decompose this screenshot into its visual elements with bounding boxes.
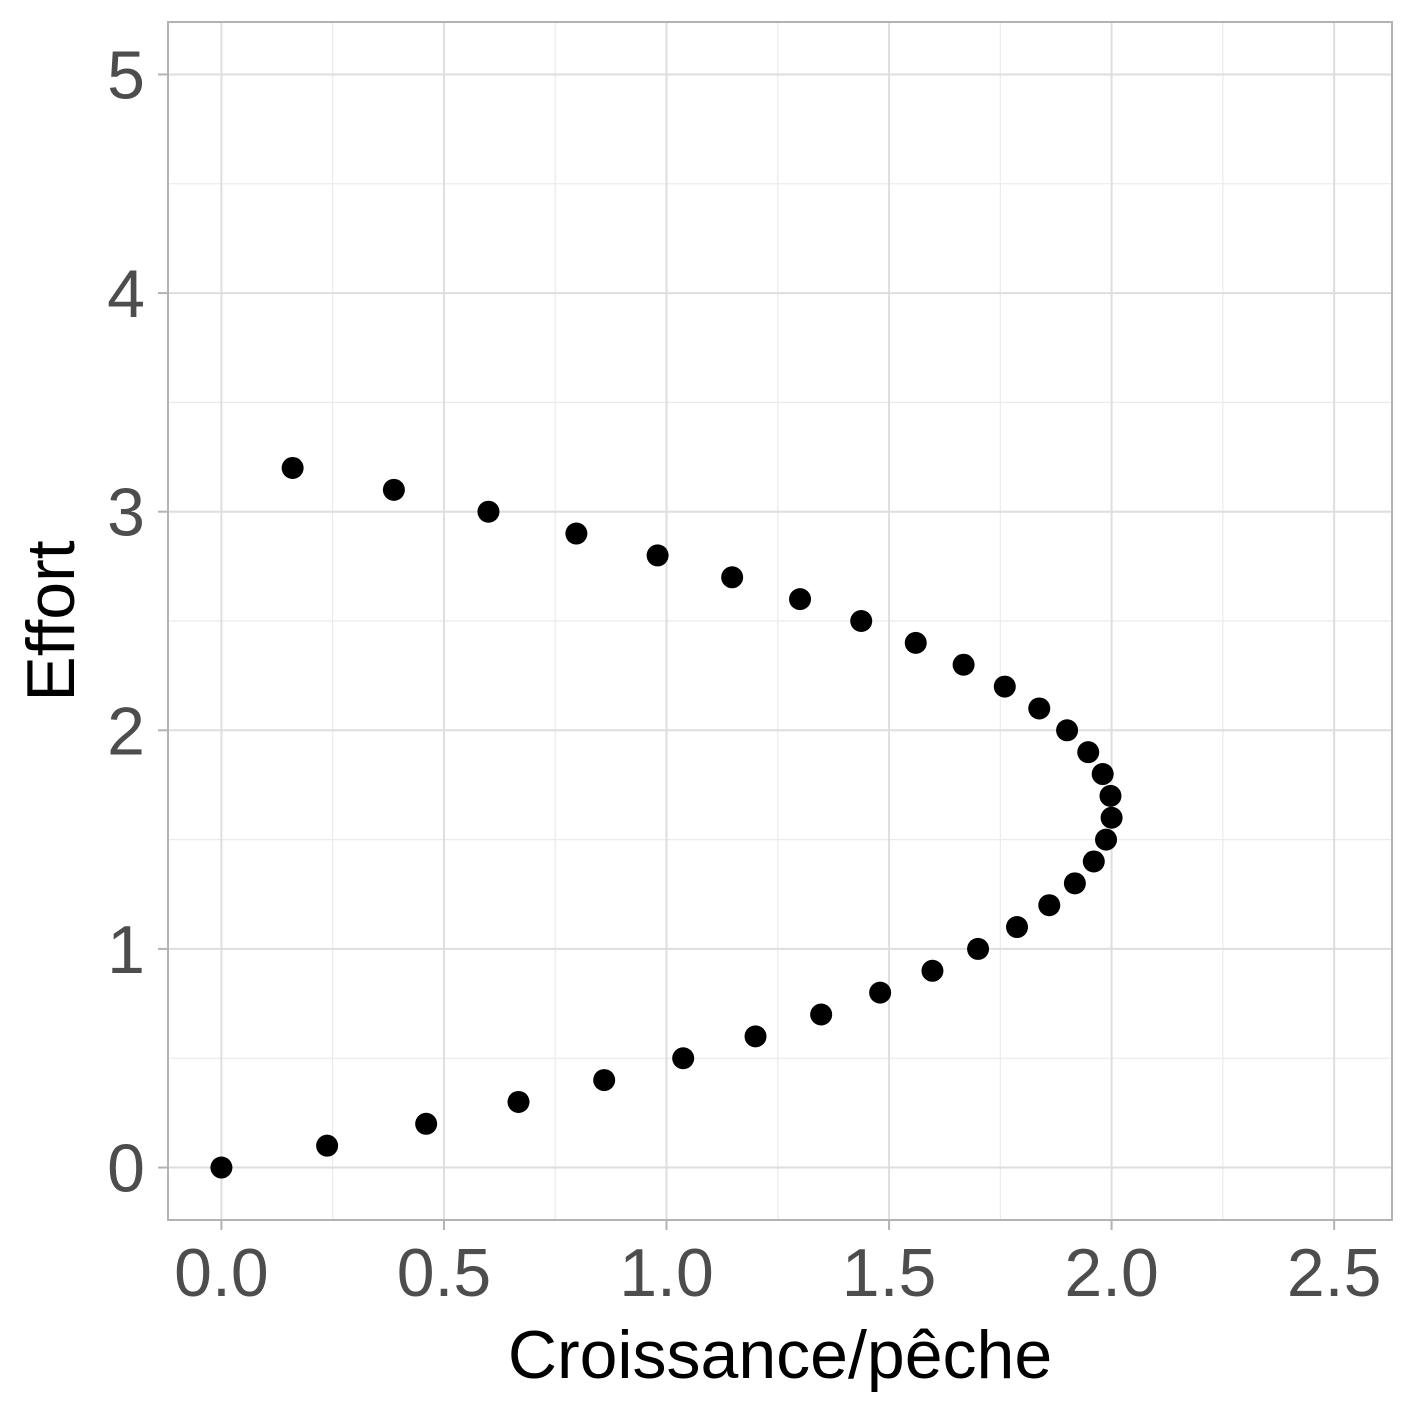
minor-gridlines: [168, 22, 1392, 1220]
data-point: [993, 675, 1016, 698]
x-tick-label: 2.5: [1287, 1235, 1382, 1311]
data-point: [1099, 784, 1122, 807]
data-point: [1006, 916, 1029, 939]
x-tick-label: 2.0: [1064, 1235, 1159, 1311]
x-tick-label: 0.0: [174, 1235, 269, 1311]
data-point: [1063, 872, 1086, 895]
data-point: [1100, 806, 1123, 829]
data-point: [316, 1134, 339, 1157]
y-axis-title: Effort: [13, 540, 89, 701]
data-point: [281, 456, 304, 479]
x-axis-ticks: 0.0 0.5 1.0 1.5 2.0 2.5: [174, 1220, 1381, 1311]
data-point: [810, 1003, 833, 1026]
data-point: [1056, 719, 1079, 742]
data-point: [477, 500, 500, 523]
data-point: [967, 937, 990, 960]
y-tick-label: 4: [107, 256, 145, 332]
data-point: [1077, 741, 1100, 764]
data-point: [789, 588, 812, 611]
data-point: [507, 1090, 530, 1113]
y-tick-label: 5: [107, 37, 145, 113]
y-tick-label: 2: [107, 693, 145, 769]
data-point: [672, 1047, 695, 1070]
x-tick-label: 0.5: [397, 1235, 492, 1311]
data-point: [415, 1112, 438, 1135]
data-point: [1038, 894, 1061, 917]
major-gridlines: [168, 22, 1392, 1220]
data-point: [382, 478, 405, 501]
data-point: [921, 959, 944, 982]
data-point: [850, 610, 873, 632]
data-point: [904, 631, 927, 654]
plot-panel-border: [167, 21, 1393, 1221]
x-axis-title: Croissance/pêche: [508, 1317, 1052, 1393]
data-point: [593, 1069, 616, 1092]
data-point: [565, 522, 588, 545]
y-axis-ticks: 0 1 2 3 4 5: [107, 37, 168, 1207]
data-point: [744, 1025, 767, 1048]
data-point: [1095, 828, 1118, 851]
data-point: [1082, 850, 1105, 873]
data-point: [869, 981, 892, 1004]
x-tick-label: 1.5: [842, 1235, 937, 1311]
data-point: [210, 1156, 233, 1179]
data-points: [210, 456, 1123, 1179]
y-tick-label: 3: [107, 475, 145, 551]
data-point: [952, 653, 975, 676]
data-point: [1091, 763, 1114, 786]
data-point: [646, 544, 669, 567]
data-point: [1028, 697, 1051, 720]
y-tick-label: 0: [107, 1131, 145, 1207]
x-tick-label: 1.0: [619, 1235, 714, 1311]
y-tick-label: 1: [107, 912, 145, 988]
data-point: [721, 566, 744, 589]
